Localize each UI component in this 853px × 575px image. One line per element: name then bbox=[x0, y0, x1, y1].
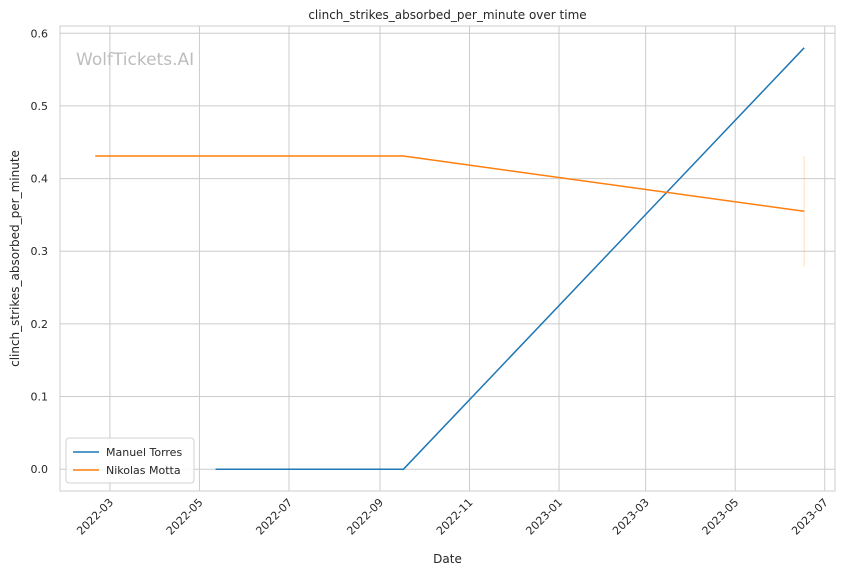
plot-area-frame bbox=[59, 25, 836, 492]
x-tick-label: 2022-03 bbox=[74, 496, 116, 538]
series-line-1 bbox=[215, 47, 805, 470]
grid-lines bbox=[60, 26, 835, 491]
x-tick-labels: 2022-03 2022-05 2022-07 2022-09 2022-11 2023-… bbox=[74, 496, 831, 538]
y-tick-label: 0.6 bbox=[31, 27, 49, 40]
y-tick-label: 0.1 bbox=[31, 391, 49, 404]
series-line-2 bbox=[95, 155, 805, 213]
legend-box bbox=[65, 437, 195, 484]
x-tick-label: 2023-05 bbox=[700, 496, 742, 538]
x-tick-label: 2022-11 bbox=[434, 496, 476, 538]
x-tick-label: 2022-09 bbox=[344, 496, 386, 538]
x-tick-label: 2023-03 bbox=[610, 496, 652, 538]
y-tick-labels: 0.0 0.1 0.2 0.3 0.4 0.5 0.6 bbox=[31, 27, 49, 476]
watermark-text: WolfTickets.AI bbox=[76, 50, 194, 70]
x-tick-label: 2023-01 bbox=[523, 496, 565, 538]
x-axis-label: Date bbox=[433, 552, 462, 566]
series-layer bbox=[95, 47, 805, 470]
legend-entry-1: Manuel Torres bbox=[106, 446, 182, 459]
legend-entry-2: Nikolas Motta bbox=[106, 464, 181, 477]
x-tick-label: 2023-07 bbox=[789, 496, 831, 538]
y-tick-label: 0.5 bbox=[31, 100, 49, 113]
x-tick-label: 2022-05 bbox=[164, 496, 206, 538]
x-tick-label: 2022-07 bbox=[253, 496, 295, 538]
y-tick-label: 0.4 bbox=[31, 173, 49, 186]
y-tick-label: 0.0 bbox=[31, 463, 49, 476]
y-tick-label: 0.2 bbox=[31, 318, 49, 331]
y-tick-label: 0.3 bbox=[31, 245, 49, 258]
legend: Manuel Torres Nikolas Motta bbox=[65, 437, 195, 484]
y-axis-label: clinch_strikes_absorbed_per_minute bbox=[8, 150, 22, 367]
chart-title: clinch_strikes_absorbed_per_minute over … bbox=[308, 8, 586, 22]
